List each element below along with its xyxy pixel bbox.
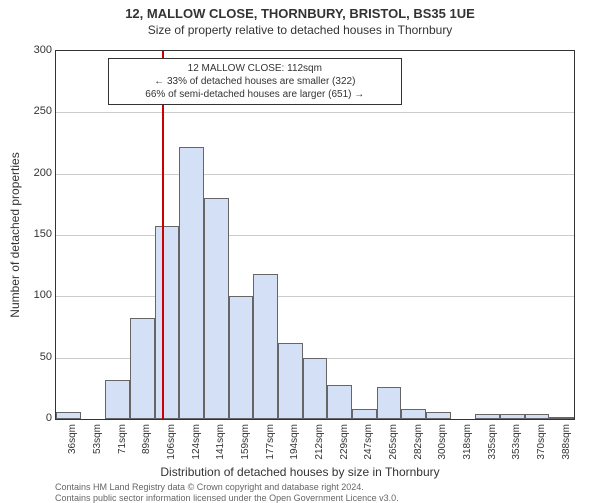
x-axis-label: Distribution of detached houses by size … [0, 465, 600, 479]
y-tick-label: 0 [12, 412, 52, 424]
histogram-bar [401, 409, 426, 419]
chart-title-line2: Size of property relative to detached ho… [0, 21, 600, 37]
histogram-bar [377, 387, 402, 419]
histogram-bar [327, 385, 352, 419]
histogram-bar [303, 358, 328, 419]
histogram-bar [352, 409, 377, 419]
footer-line2: Contains public sector information licen… [55, 493, 399, 503]
annotation-box: 12 MALLOW CLOSE: 112sqm← 33% of detached… [108, 58, 402, 105]
annotation-line: 12 MALLOW CLOSE: 112sqm [115, 62, 395, 75]
y-tick-label: 200 [12, 167, 52, 179]
chart-title-line1: 12, MALLOW CLOSE, THORNBURY, BRISTOL, BS… [0, 0, 600, 21]
y-tick-label: 250 [12, 105, 52, 117]
plot-area: 12 MALLOW CLOSE: 112sqm← 33% of detached… [55, 50, 575, 420]
chart-container: 12, MALLOW CLOSE, THORNBURY, BRISTOL, BS… [0, 0, 600, 500]
y-axis-label: Number of detached properties [8, 70, 22, 235]
histogram-bar [525, 414, 550, 419]
histogram-bar [105, 380, 130, 419]
histogram-bar [204, 198, 229, 419]
histogram-bar [426, 412, 451, 419]
histogram-bar [500, 414, 525, 419]
footer-line1: Contains HM Land Registry data © Crown c… [55, 482, 364, 492]
reference-line [162, 51, 164, 419]
grid-line [56, 174, 574, 175]
histogram-bar [549, 417, 574, 419]
y-tick-label: 100 [12, 289, 52, 301]
grid-line [56, 112, 574, 113]
histogram-bar [130, 318, 155, 419]
y-tick-label: 150 [12, 228, 52, 240]
histogram-bar [56, 412, 81, 419]
histogram-bar [253, 274, 278, 419]
histogram-bar [155, 226, 180, 419]
histogram-bar [179, 147, 204, 419]
grid-line [56, 296, 574, 297]
histogram-bar [229, 296, 254, 419]
y-tick-label: 50 [12, 351, 52, 363]
grid-line [56, 235, 574, 236]
annotation-line: ← 33% of detached houses are smaller (32… [115, 75, 395, 88]
histogram-bar [278, 343, 303, 419]
annotation-line: 66% of semi-detached houses are larger (… [115, 88, 395, 101]
histogram-bar [475, 414, 500, 419]
y-tick-label: 300 [12, 44, 52, 56]
